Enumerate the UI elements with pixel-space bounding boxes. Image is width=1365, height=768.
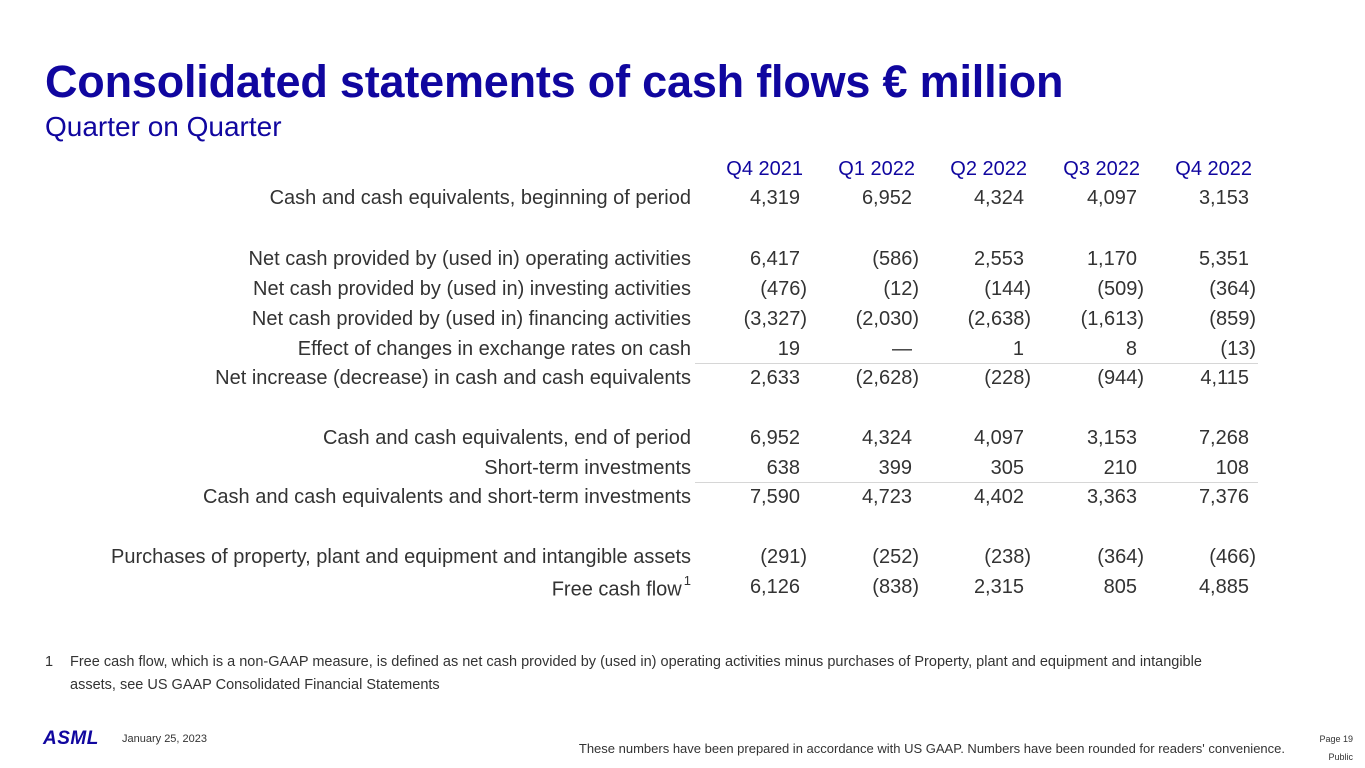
cell-value: (364) xyxy=(1209,278,1256,300)
table-row: Cash and cash equivalents and short-term… xyxy=(0,486,1365,516)
cell-value: 399 xyxy=(878,457,912,479)
cell-value: 108 xyxy=(1215,457,1249,479)
table-row: Net cash provided by (used in) financing… xyxy=(0,308,1365,338)
subtotal-divider xyxy=(695,363,1258,364)
cell-value: 3,153 xyxy=(1198,187,1249,209)
cell-value: 2,315 xyxy=(973,576,1024,598)
page-title: Consolidated statements of cash flows € … xyxy=(45,56,1064,107)
column-header: Q4 2022 xyxy=(1175,158,1252,180)
cell-value: (1,613) xyxy=(1080,308,1144,330)
cell-value: 305 xyxy=(990,457,1024,479)
footer-disclaimer: These numbers have been prepared in acco… xyxy=(578,741,1285,756)
footnote-number: 1 xyxy=(45,654,54,670)
cell-value: 805 xyxy=(1103,576,1137,598)
column-header: Q3 2022 xyxy=(1063,158,1140,180)
cell-value: 4,885 xyxy=(1198,576,1249,598)
table-row: Short-term investments 638 399 305 210 1… xyxy=(0,457,1365,487)
cell-value: (238) xyxy=(984,546,1031,568)
cell-value: 1,170 xyxy=(1086,248,1137,270)
cell-value: (2,638) xyxy=(967,308,1031,330)
asml-logo: ASML xyxy=(43,728,99,749)
row-label-text: Free cash flow xyxy=(551,578,682,601)
cell-value: 4,723 xyxy=(861,486,912,508)
cell-value: (2,628) xyxy=(855,367,919,389)
row-label: Purchases of property, plant and equipme… xyxy=(111,546,691,568)
cell-value: (859) xyxy=(1209,308,1256,330)
column-header: Q1 2022 xyxy=(838,158,915,180)
cell-value: 3,153 xyxy=(1086,427,1137,449)
cell-value: (2,030) xyxy=(855,308,919,330)
row-label: Net cash provided by (used in) financing… xyxy=(251,308,691,330)
cell-value: (3,327) xyxy=(743,308,807,330)
page-number: Page 19 xyxy=(1319,734,1353,744)
cell-value: (509) xyxy=(1097,278,1144,300)
cell-value: (144) xyxy=(984,278,1031,300)
cell-value: 6,952 xyxy=(861,187,912,209)
cell-value: (466) xyxy=(1209,546,1256,568)
cell-value: (13) xyxy=(1220,338,1256,360)
table-row: Effect of changes in exchange rates on c… xyxy=(0,338,1365,368)
subtotal-divider xyxy=(695,482,1258,483)
table-row: Net cash provided by (used in) investing… xyxy=(0,278,1365,308)
table-row: Purchases of property, plant and equipme… xyxy=(0,546,1365,576)
footnote-ref: 1 xyxy=(683,573,691,588)
column-header: Q2 2022 xyxy=(950,158,1027,180)
row-label: Cash and cash equivalents, end of period xyxy=(322,427,691,449)
footer-date: January 25, 2023 xyxy=(122,733,208,745)
cell-value: (586) xyxy=(872,248,919,270)
cell-value: (12) xyxy=(883,278,919,300)
cell-value: 5,351 xyxy=(1198,248,1249,270)
cell-value: 4,319 xyxy=(749,187,800,209)
cell-value: (944) xyxy=(1097,367,1144,389)
table-row: Free cash flow 1 6,126 (838) 2,315 805 4,… xyxy=(0,573,1365,606)
cell-value: 6,417 xyxy=(749,248,800,270)
table-row: Cash and cash equivalents, end of period… xyxy=(0,427,1365,457)
cell-value: 7,376 xyxy=(1198,486,1249,508)
cell-value: 3,363 xyxy=(1086,486,1137,508)
row-label: Net cash provided by (used in) operating… xyxy=(248,248,691,270)
table-row: Net increase (decrease) in cash and cash… xyxy=(0,367,1365,397)
table-row: Net cash provided by (used in) operating… xyxy=(0,248,1365,278)
row-label: Net increase (decrease) in cash and cash… xyxy=(215,367,691,389)
cell-value: 4,097 xyxy=(1086,187,1137,209)
cell-value: 1 xyxy=(1012,338,1024,360)
cell-value: 7,268 xyxy=(1198,427,1249,449)
cell-value: 638 xyxy=(766,457,800,479)
row-label: Net cash provided by (used in) investing… xyxy=(253,278,691,300)
cell-value: 7,590 xyxy=(749,486,800,508)
cell-value: 4,115 xyxy=(1200,367,1249,389)
page-subtitle: Quarter on Quarter xyxy=(45,111,282,142)
row-label: Cash and cash equivalents, beginning of … xyxy=(269,187,691,209)
cell-value: 8 xyxy=(1125,338,1137,360)
row-label: Cash and cash equivalents and short-term… xyxy=(202,486,691,508)
classification-label: Public xyxy=(1328,752,1353,762)
cell-value: (838) xyxy=(872,576,919,598)
row-label: Short-term investments xyxy=(484,457,691,479)
cell-value: 210 xyxy=(1103,457,1137,479)
row-label: Free cash flow 1 xyxy=(551,573,691,602)
row-label: Effect of changes in exchange rates on c… xyxy=(297,338,691,360)
cell-value: (476) xyxy=(760,278,807,300)
cell-value: 6,952 xyxy=(749,427,800,449)
cell-value: — xyxy=(892,338,912,360)
cell-value: 4,097 xyxy=(973,427,1024,449)
cell-value: (252) xyxy=(872,546,919,568)
cell-value: 2,553 xyxy=(973,248,1024,270)
cell-value: (291) xyxy=(760,546,807,568)
table-row: Cash and cash equivalents, beginning of … xyxy=(0,187,1365,217)
footnote: 1 Free cash flow, which is a non-GAAP me… xyxy=(45,651,1225,697)
cell-value: 4,324 xyxy=(861,427,912,449)
cell-value: (364) xyxy=(1097,546,1144,568)
cell-value: 6,126 xyxy=(749,576,800,598)
cell-value: 4,324 xyxy=(973,187,1024,209)
footnote-text: Free cash flow, which is a non-GAAP meas… xyxy=(70,654,1202,693)
cell-value: 2,633 xyxy=(749,367,800,389)
cell-value: 4,402 xyxy=(973,486,1024,508)
cell-value: 19 xyxy=(777,338,800,360)
column-header: Q4 2021 xyxy=(726,158,803,180)
cell-value: (228) xyxy=(984,367,1031,389)
